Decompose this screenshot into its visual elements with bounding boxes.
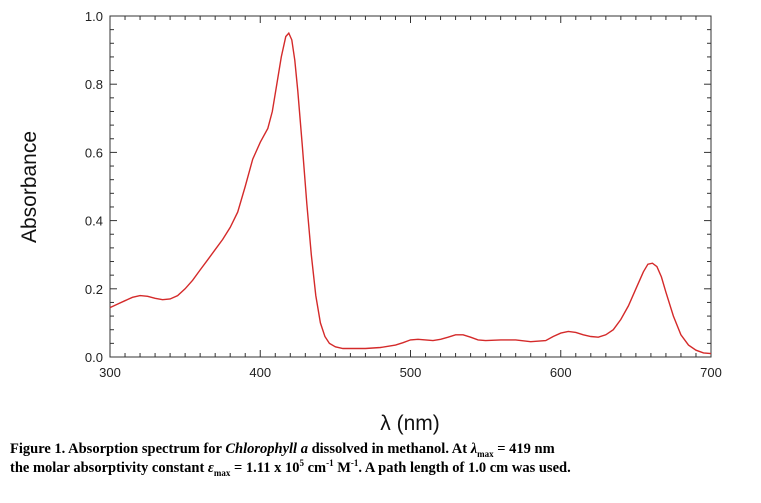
axis-ticks — [109, 15, 712, 358]
y-tick-label: 1.0 — [85, 9, 103, 24]
x-axis-label: λ (nm) — [380, 412, 440, 435]
y-tick-label: 0.8 — [85, 77, 103, 92]
y-tick-label: 0.0 — [85, 350, 103, 365]
caption-text: dissolved in methanol. At — [307, 441, 471, 457]
caption-text: cm — [303, 460, 327, 476]
axis-tick-labels: 300 400 500 600 700 0.0 0.2 0.4 0.6 0.8 1.0 — [85, 9, 722, 380]
x-tick-label: 700 — [700, 365, 722, 380]
absorbance-chart: 300 400 500 600 700 0.0 0.2 0.4 0.6 0.8 1.0 λ (nm)… — [18, 9, 722, 435]
caption-text: . A path length of 1.0 cm was used. — [358, 460, 571, 476]
y-tick-label: 0.6 — [85, 145, 103, 160]
caption-text: the molar absorptivity constant — [10, 460, 208, 476]
caption-text: = 419 nm — [493, 441, 555, 457]
y-tick-label: 0.4 — [85, 214, 103, 229]
exponent: -1 — [350, 458, 359, 469]
x-tick-label: 300 — [99, 365, 121, 380]
exponent: 5 — [299, 458, 304, 469]
plot-frame — [109, 15, 712, 358]
caption-compound: Chlorophyll a — [225, 441, 308, 457]
max-subscript: max — [477, 448, 494, 459]
figure-caption: Figure 1. Absorption spectrum for Chloro… — [10, 440, 755, 478]
caption-text: = 1.11 x 10 — [230, 460, 300, 476]
exponent: -1 — [326, 458, 334, 469]
caption-text: M — [333, 460, 351, 476]
x-tick-label: 600 — [550, 365, 572, 380]
epsilon-symbol: ε — [207, 460, 214, 476]
y-tick-label: 0.2 — [85, 282, 103, 297]
y-axis-label: Absorbance — [18, 131, 41, 243]
caption-line-2: the molar absorptivity constant εmax = 1… — [10, 459, 755, 478]
max-subscript: max — [213, 467, 231, 478]
lambda-symbol: λ — [470, 441, 478, 457]
caption-line-1: Figure 1. Absorption spectrum for Chloro… — [10, 440, 755, 459]
x-tick-label: 400 — [249, 365, 271, 380]
x-tick-label: 500 — [400, 365, 422, 380]
spectrum-line — [109, 31, 712, 355]
caption-text: Figure 1. Absorption spectrum for — [10, 441, 226, 457]
